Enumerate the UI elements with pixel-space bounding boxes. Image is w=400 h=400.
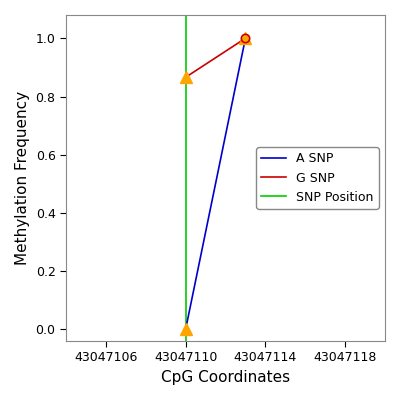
Legend: A SNP, G SNP, SNP Position: A SNP, G SNP, SNP Position — [256, 147, 379, 209]
Y-axis label: Methylation Frequency: Methylation Frequency — [15, 91, 30, 265]
X-axis label: CpG Coordinates: CpG Coordinates — [161, 370, 290, 385]
